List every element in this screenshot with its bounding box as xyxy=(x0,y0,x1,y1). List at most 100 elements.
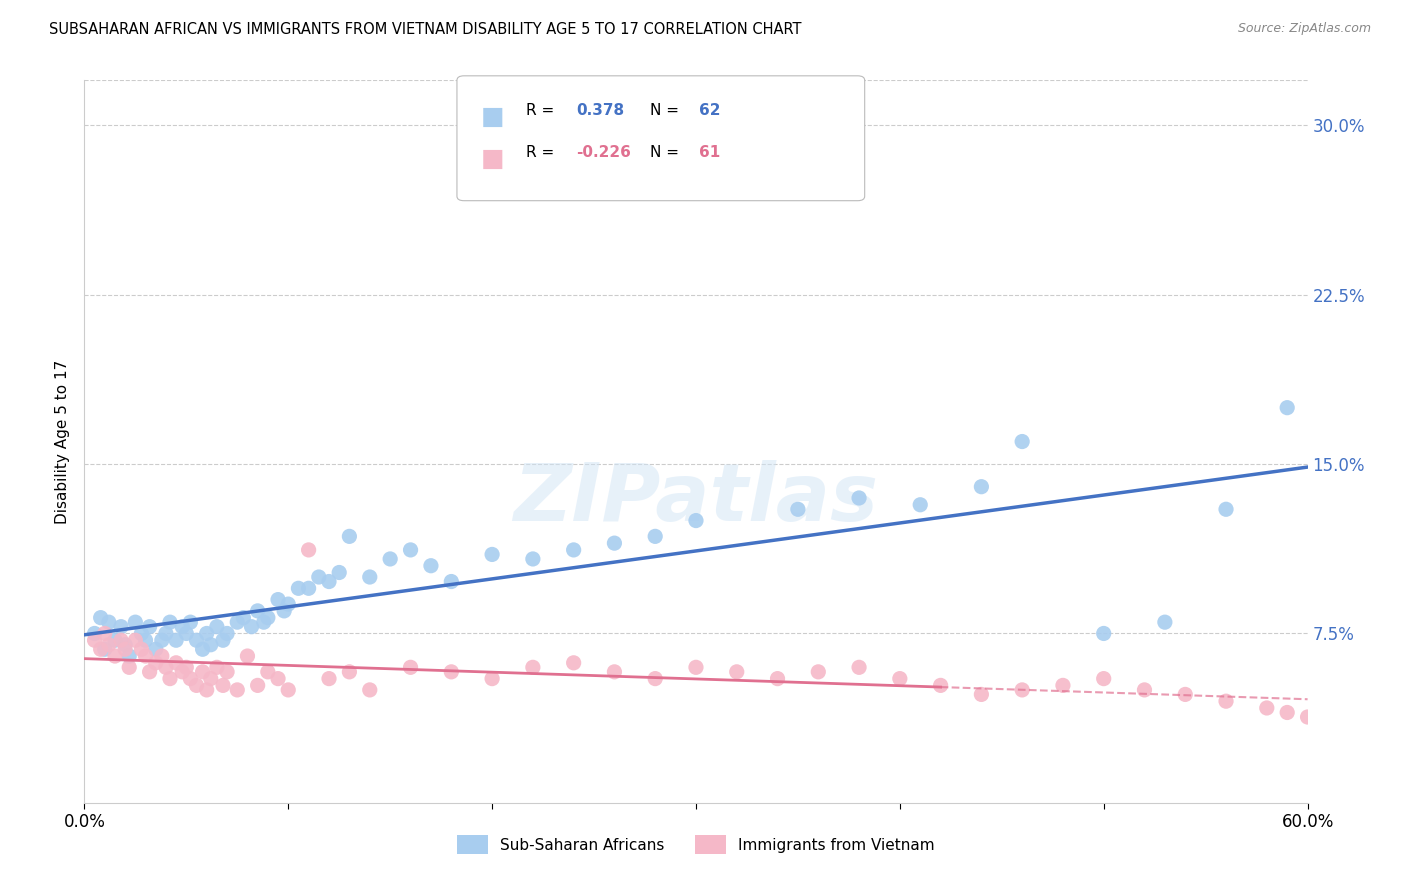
Point xyxy=(522,552,544,566)
Point xyxy=(212,678,235,692)
Point xyxy=(1133,682,1156,697)
Point xyxy=(889,672,911,686)
Y-axis label: Disability Age 5 to 17: Disability Age 5 to 17 xyxy=(55,359,70,524)
Point xyxy=(240,620,263,634)
Point xyxy=(150,648,173,663)
Point xyxy=(200,672,222,686)
Point xyxy=(318,672,340,686)
Point xyxy=(267,592,290,607)
Point xyxy=(124,633,146,648)
Point xyxy=(114,642,136,657)
Point xyxy=(217,665,239,679)
Point xyxy=(118,660,141,674)
Point xyxy=(1011,434,1033,449)
Text: ZIPatlas: ZIPatlas xyxy=(513,460,879,539)
Point xyxy=(110,620,132,634)
Point xyxy=(1092,672,1115,686)
Point xyxy=(399,542,422,557)
Point xyxy=(308,570,330,584)
Point xyxy=(481,548,503,562)
Point xyxy=(93,642,115,657)
Point xyxy=(522,660,544,674)
Point xyxy=(1215,694,1237,708)
Point xyxy=(165,656,187,670)
Point xyxy=(277,597,299,611)
Point xyxy=(232,610,254,624)
Point xyxy=(1011,682,1033,697)
Text: SUBSAHARAN AFRICAN VS IMMIGRANTS FROM VIETNAM DISABILITY AGE 5 TO 17 CORRELATION: SUBSAHARAN AFRICAN VS IMMIGRANTS FROM VI… xyxy=(49,22,801,37)
Point xyxy=(970,480,993,494)
Point xyxy=(440,574,463,589)
Point xyxy=(420,558,443,573)
Point xyxy=(90,610,112,624)
Point xyxy=(83,626,105,640)
Point xyxy=(246,604,269,618)
Point xyxy=(1277,401,1299,415)
Point xyxy=(1296,710,1319,724)
Point xyxy=(104,648,127,663)
Point xyxy=(328,566,350,580)
Point xyxy=(174,626,197,640)
Point xyxy=(1277,706,1299,720)
Text: Source: ZipAtlas.com: Source: ZipAtlas.com xyxy=(1237,22,1371,36)
Point xyxy=(603,536,626,550)
Text: 62: 62 xyxy=(699,103,720,119)
Point xyxy=(685,660,707,674)
Point xyxy=(359,570,381,584)
Text: N =: N = xyxy=(650,145,683,161)
Point xyxy=(159,615,181,630)
Point xyxy=(205,620,228,634)
Point xyxy=(787,502,810,516)
Point xyxy=(481,672,503,686)
Point xyxy=(277,682,299,697)
Point xyxy=(131,642,153,657)
Point xyxy=(179,672,201,686)
Text: 0.378: 0.378 xyxy=(576,103,624,119)
Point xyxy=(644,672,666,686)
Point xyxy=(165,633,187,648)
Point xyxy=(562,542,585,557)
Text: R =: R = xyxy=(526,103,560,119)
Point xyxy=(339,529,361,543)
Point xyxy=(339,665,361,679)
Point xyxy=(226,682,249,697)
Point xyxy=(1092,626,1115,640)
Point xyxy=(97,638,120,652)
Legend: Sub-Saharan Africans, Immigrants from Vietnam: Sub-Saharan Africans, Immigrants from Vi… xyxy=(451,830,941,860)
Point xyxy=(174,660,197,674)
Point xyxy=(273,604,295,618)
Point xyxy=(114,638,136,652)
Point xyxy=(562,656,585,670)
Point xyxy=(399,660,422,674)
Point xyxy=(380,552,402,566)
Point xyxy=(359,682,381,697)
Point xyxy=(848,660,870,674)
Point xyxy=(725,665,748,679)
Point xyxy=(97,615,120,630)
Point xyxy=(159,672,181,686)
Point xyxy=(440,665,463,679)
Point xyxy=(848,491,870,505)
Text: ■: ■ xyxy=(481,147,505,171)
Point xyxy=(267,672,290,686)
Point xyxy=(257,665,280,679)
Point xyxy=(150,633,173,648)
Point xyxy=(253,615,276,630)
Point xyxy=(1215,502,1237,516)
Point xyxy=(191,665,214,679)
Point xyxy=(195,682,218,697)
Text: 61: 61 xyxy=(699,145,720,161)
Point xyxy=(929,678,952,692)
Point xyxy=(318,574,340,589)
Point xyxy=(138,665,160,679)
Point xyxy=(910,498,932,512)
Point xyxy=(1154,615,1177,630)
Point xyxy=(195,626,218,640)
Point xyxy=(200,638,222,652)
Point xyxy=(298,542,321,557)
Point xyxy=(603,665,626,679)
Point xyxy=(186,633,208,648)
Point xyxy=(135,648,157,663)
Point xyxy=(257,610,280,624)
Point xyxy=(155,626,177,640)
